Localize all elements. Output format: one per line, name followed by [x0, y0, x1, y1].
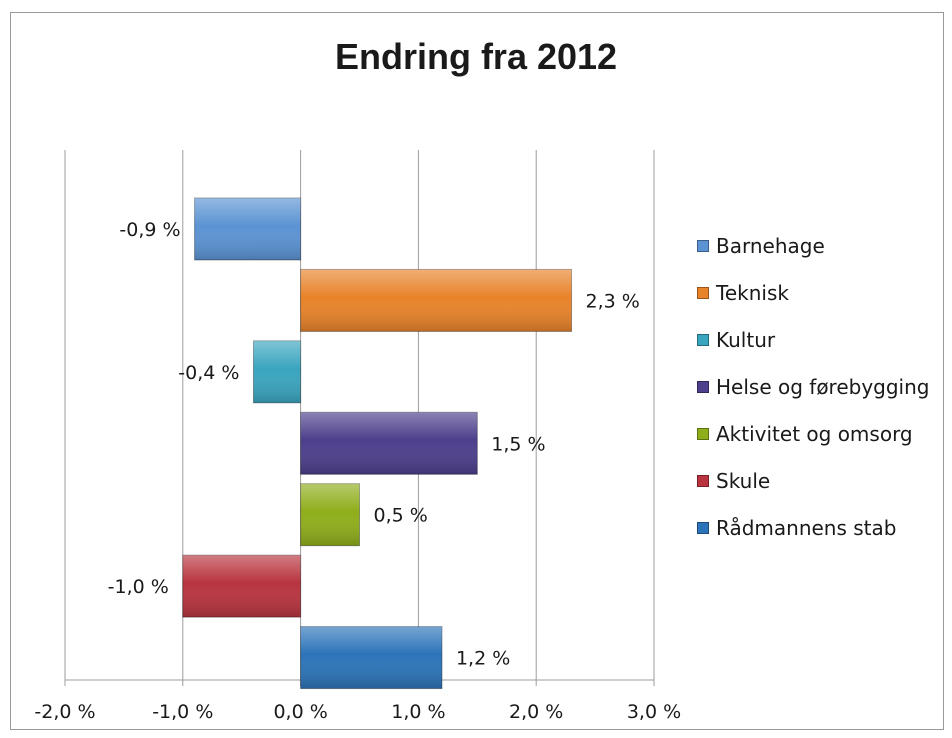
- legend-item: Skule: [697, 457, 930, 504]
- bar-kultur-shading: [253, 340, 301, 403]
- data-label: 1,2 %: [456, 648, 510, 670]
- legend-swatch: [697, 521, 709, 534]
- bar-helse-og-førebygging-shading: [300, 412, 478, 475]
- bar-barnehage-shading: [194, 198, 301, 260]
- x-tick-label: -2,0 %: [34, 701, 95, 723]
- bars: [182, 197, 573, 690]
- legend-label: Barnehage: [716, 233, 825, 258]
- bar-rådmannens-stab-shading: [300, 626, 442, 689]
- legend-label: Teknisk: [716, 280, 789, 305]
- legend-swatch: [697, 427, 709, 440]
- bar-skule-shading: [182, 555, 301, 618]
- legend-label: Rådmannens stab: [716, 515, 897, 540]
- x-tick-label: 0,0 %: [273, 701, 327, 723]
- legend-label: Skule: [716, 468, 771, 493]
- bar-teknisk-shading: [300, 269, 572, 332]
- legend-item: Barnehage: [697, 222, 930, 269]
- legend-label: Aktivitet og omsorg: [716, 421, 913, 446]
- legend-item: Kultur: [697, 316, 930, 363]
- data-label: -1,0 %: [108, 576, 169, 598]
- legend-swatch: [697, 286, 709, 299]
- legend-swatch: [697, 474, 709, 487]
- x-tick-label: 2,0 %: [509, 701, 563, 723]
- x-tick-label: 1,0 %: [391, 701, 445, 723]
- legend-item: Aktivitet og omsorg: [697, 410, 930, 457]
- legend-label: Helse og førebygging: [716, 374, 930, 399]
- data-label: 1,5 %: [491, 433, 545, 455]
- legend-swatch: [697, 239, 709, 252]
- labels: -2,0 % -1,0 % 0,0 % 1,0 % 2,0 % 3,0 % -0,9 % 2,…: [34, 219, 681, 723]
- data-label: -0,9 %: [119, 219, 180, 241]
- data-label: 2,3 %: [586, 290, 640, 312]
- legend-item: Helse og førebygging: [697, 363, 930, 410]
- data-label: -0,4 %: [178, 362, 239, 384]
- legend-label: Kultur: [716, 327, 776, 352]
- x-tick-label: -1,0 %: [152, 701, 213, 723]
- legend-item: Rådmannens stab: [697, 504, 930, 551]
- legend-item: Teknisk: [697, 269, 930, 316]
- chart-frame: [10, 12, 944, 730]
- legend-swatch: [697, 380, 709, 393]
- bar-aktivitet-og-omsorg-shading: [300, 483, 360, 546]
- x-tick-label: 3,0 %: [627, 701, 681, 723]
- legend: Barnehage Teknisk Kultur Helse og førebyggi…: [697, 222, 930, 551]
- chart-title: Endring fra 2012: [334, 36, 618, 77]
- data-label: 0,5 %: [374, 505, 428, 527]
- legend-swatch: [697, 333, 709, 346]
